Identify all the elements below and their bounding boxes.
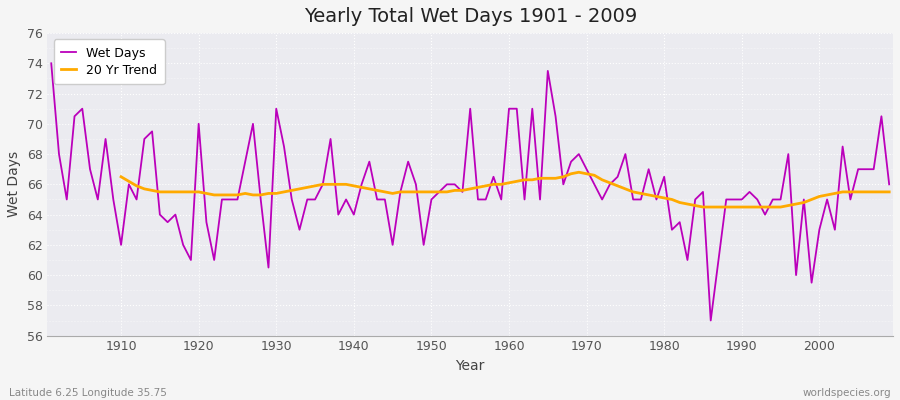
Wet Days: [46, 61, 57, 66]
20 Yr Trend: [573, 170, 584, 175]
Wet Days: [108, 197, 119, 202]
Y-axis label: Wet Days: Wet Days: [7, 151, 21, 218]
20 Yr Trend: [837, 190, 848, 194]
Text: Latitude 6.25 Longitude 35.75: Latitude 6.25 Longitude 35.75: [9, 388, 166, 398]
Wet Days: [279, 144, 290, 149]
20 Yr Trend: [116, 174, 127, 179]
20 Yr Trend: [263, 191, 274, 196]
Wet Days: [325, 136, 336, 141]
20 Yr Trend: [581, 171, 592, 176]
Wet Days: [496, 197, 507, 202]
Legend: Wet Days, 20 Yr Trend: Wet Days, 20 Yr Trend: [54, 39, 165, 84]
Wet Days: [504, 106, 515, 111]
20 Yr Trend: [698, 205, 708, 210]
20 Yr Trend: [511, 179, 522, 184]
Wet Days: [706, 318, 716, 323]
20 Yr Trend: [884, 190, 895, 194]
X-axis label: Year: Year: [455, 359, 485, 373]
Line: 20 Yr Trend: 20 Yr Trend: [122, 172, 889, 207]
Wet Days: [884, 182, 895, 187]
Line: Wet Days: Wet Days: [51, 63, 889, 320]
Title: Yearly Total Wet Days 1901 - 2009: Yearly Total Wet Days 1901 - 2009: [303, 7, 637, 26]
Wet Days: [597, 197, 608, 202]
Text: worldspecies.org: worldspecies.org: [803, 388, 891, 398]
20 Yr Trend: [860, 190, 871, 194]
20 Yr Trend: [294, 186, 305, 191]
